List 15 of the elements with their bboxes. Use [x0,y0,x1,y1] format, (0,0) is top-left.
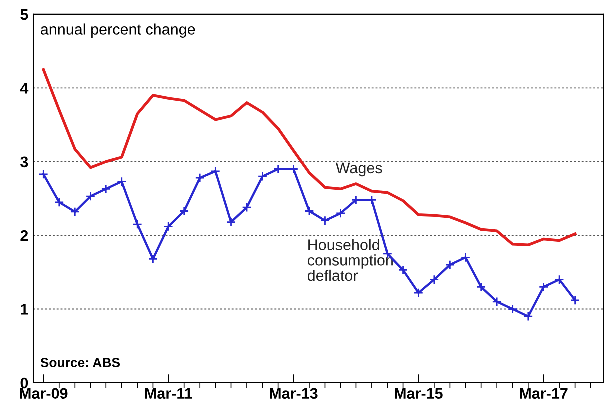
y-tick-label: 5 [20,10,28,20]
series-label: Household consumption deflator [308,239,393,282]
x-tick-label: Mar-17 [520,388,568,400]
series-label: Wages [336,162,382,177]
y-tick-label: 4 [20,83,29,94]
y-tick-label: 2 [20,230,28,242]
x-tick-label: Mar-11 [145,388,192,400]
x-tick-label: Mar-15 [395,388,443,400]
x-tick-label: Mar-09 [20,388,68,400]
annotation: Source: ABS [40,358,120,368]
y-tick-label: 0 [20,378,28,389]
y-tick-label: 3 [20,156,28,168]
y-tick-label: 1 [21,304,28,315]
x-tick-label: Mar-13 [270,388,318,400]
y-axis-title: annual percent change [41,24,196,38]
